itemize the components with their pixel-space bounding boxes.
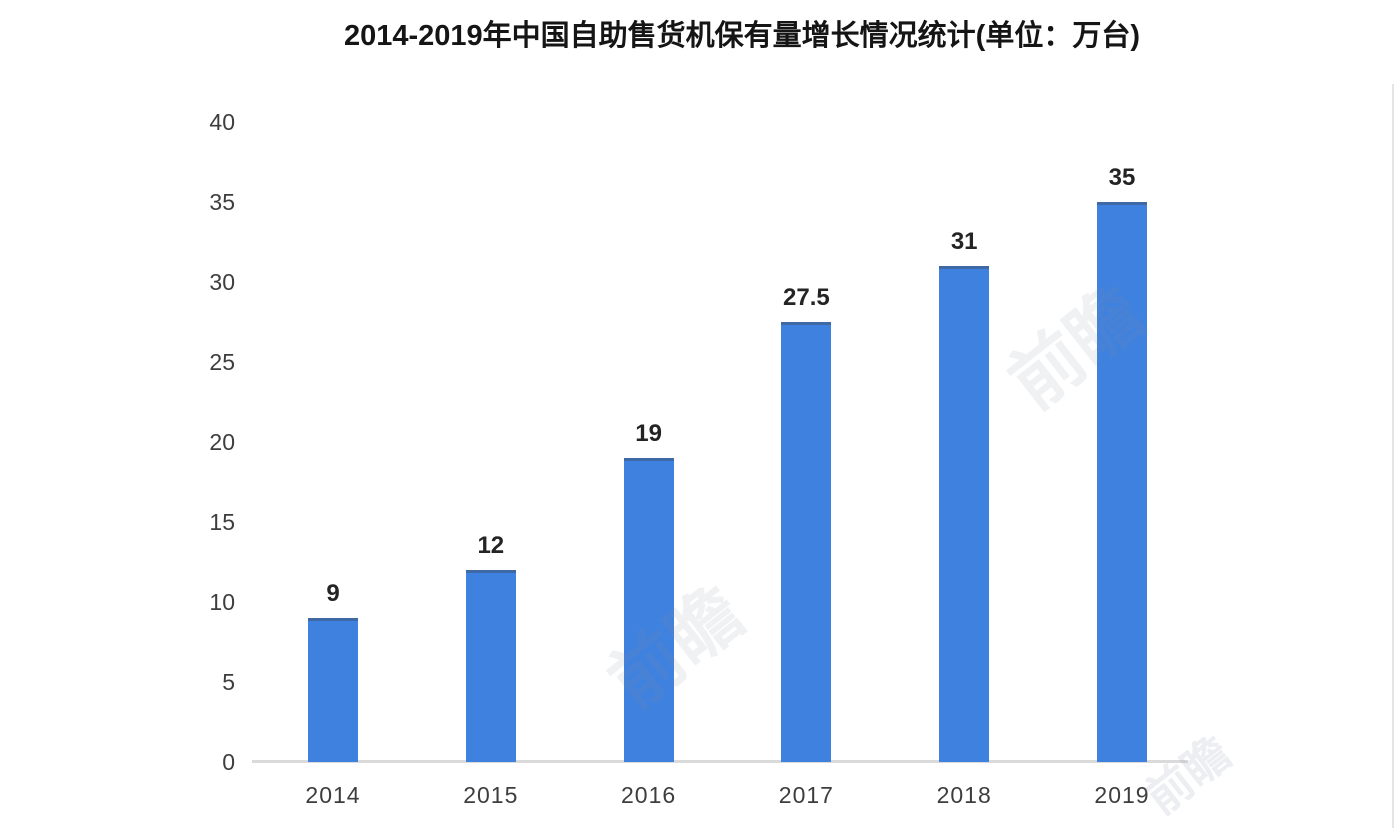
bar-2016 [623,458,674,762]
x-axis-label: 2018 [936,782,992,808]
bar-2017 [781,322,832,762]
x-axis-line [252,760,1188,763]
bar-value-label: 19 [635,420,662,447]
bar-2015 [465,570,516,762]
x-axis-label: 2019 [1094,782,1150,808]
bar-value-label: 9 [326,580,340,607]
bar-value-label: 12 [477,532,505,559]
x-axis-label: 2017 [778,782,834,808]
y-axis-tick-label: 15 [209,509,235,535]
x-axis-label: 2015 [463,782,519,808]
bar-value-label: 31 [950,228,978,255]
y-axis-tick-label: 30 [209,269,235,295]
x-axis-label: 2016 [621,782,677,808]
y-axis-tick-label: 35 [209,189,235,215]
bar-2019 [1097,202,1147,762]
y-axis-tick-label: 5 [222,669,235,695]
bar-value-label: 35 [1108,164,1136,191]
y-axis-tick-label: 0 [222,749,235,775]
x-axis-label: 2014 [305,782,361,808]
bar-2014 [308,618,358,762]
y-axis-tick-label: 10 [209,589,235,615]
bar-2018 [939,266,990,762]
chart-title: 2014-2019年中国自助售货机保有量增长情况统计(单位：万台) [343,20,1141,52]
y-axis-tick-label: 40 [209,109,235,135]
y-axis-tick-label: 25 [209,349,235,375]
image-right-border [1392,84,1394,828]
bar-value-label: 27.5 [783,284,830,311]
y-axis-tick-label: 20 [209,429,235,455]
